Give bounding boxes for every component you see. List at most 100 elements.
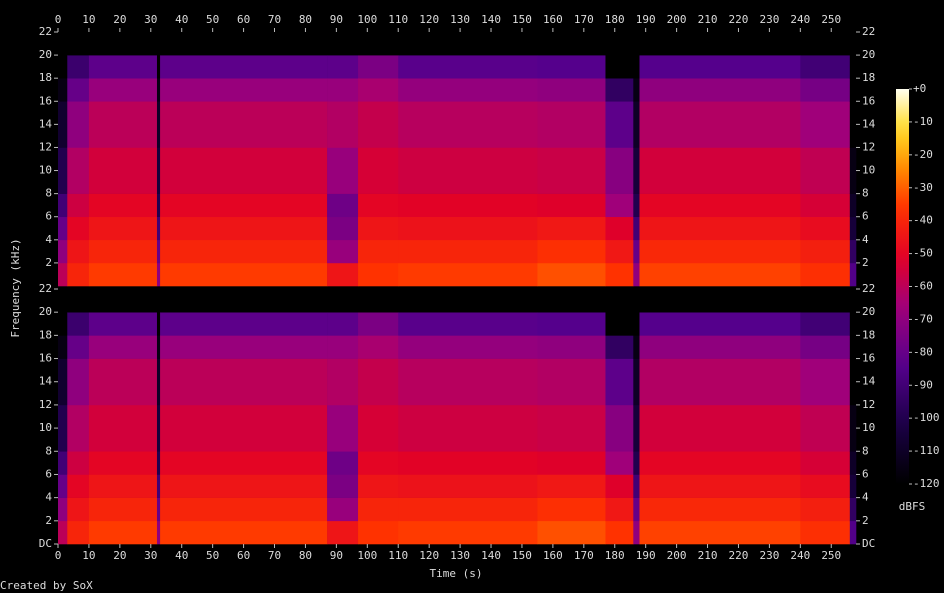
spectrogram-cell — [398, 216, 538, 241]
colorbar-tick-label: +0 — [913, 82, 926, 95]
y-tick-label: 20 — [862, 305, 875, 318]
spectrogram-cell — [88, 312, 158, 336]
spectrogram-cell — [160, 262, 328, 287]
spectrogram-cell — [537, 520, 606, 545]
y-tick-label: 20 — [39, 48, 52, 61]
spectrogram-cell — [156, 335, 161, 359]
spectrogram-cell — [800, 216, 851, 241]
spectrogram-cell — [160, 32, 328, 56]
spectrogram-cell — [358, 55, 399, 79]
spectrogram-cell — [639, 78, 801, 102]
y-tick-label: 22 — [39, 282, 52, 295]
spectrogram-cell — [633, 312, 640, 336]
spectrogram-cell — [88, 289, 158, 313]
spectrogram-cell — [327, 451, 359, 475]
spectrogram-cell — [639, 216, 801, 241]
y-tick-label: 14 — [39, 375, 53, 388]
x-tick-label: 10 — [82, 549, 95, 562]
spectrogram-cell — [633, 216, 640, 241]
spectrogram-cell — [849, 55, 857, 79]
spectrogram-cell — [156, 32, 161, 56]
spectrogram-cell — [327, 312, 359, 336]
spectrogram-cell — [67, 289, 90, 313]
spectrogram-cell — [358, 32, 399, 56]
y-tick-label: 18 — [862, 328, 875, 341]
spectrogram-cell — [398, 239, 538, 264]
spectrogram-cell — [800, 262, 851, 287]
spectrogram-cell — [327, 193, 359, 218]
spectrogram-cell — [160, 78, 328, 102]
spectrogram-cell — [398, 335, 538, 359]
spectrogram-cell — [633, 474, 640, 498]
spectrogram-cell — [327, 474, 359, 498]
spectrogram-cell — [633, 32, 640, 56]
spectrogram-cell — [849, 358, 857, 406]
spectrogram-cell — [88, 32, 158, 56]
spectrogram-cell — [67, 55, 90, 79]
spectrogram-cell — [800, 147, 851, 194]
x-tick-label: 90 — [330, 13, 343, 26]
colorbar-tick-label: -70 — [913, 312, 933, 325]
spectrogram-cell — [160, 55, 328, 79]
spectrogram-cell — [605, 216, 634, 241]
spectrogram-cell — [633, 262, 640, 287]
spectrogram-cell — [67, 216, 90, 241]
spectrogram-cell — [358, 78, 399, 102]
x-tick-label: 140 — [481, 13, 501, 26]
spectrogram-cell — [633, 451, 640, 475]
y-tick-label: 16 — [862, 352, 875, 365]
spectrogram-cell — [800, 451, 851, 475]
spectrogram-cell — [849, 335, 857, 359]
y-tick-label: 6 — [862, 467, 869, 480]
spectrogram-cell — [605, 312, 634, 336]
spectrogram-cell — [156, 520, 161, 545]
y-tick-label: 16 — [39, 94, 52, 107]
spectrogram-cell — [67, 335, 90, 359]
spectrogram-cell — [358, 312, 399, 336]
spectrogram-cell — [156, 404, 161, 452]
spectrogram-cell — [327, 289, 359, 313]
x-tick-label: 40 — [175, 549, 188, 562]
spectrogram-cell — [58, 78, 68, 102]
spectrogram-cell — [537, 474, 606, 498]
colorbar-tick-label: -110 — [913, 444, 940, 457]
spectrogram-cell — [849, 216, 857, 241]
spectrogram-cell — [88, 474, 158, 498]
spectrogram-cell — [800, 404, 851, 452]
spectrogram-cell — [358, 262, 399, 287]
spectrogram-cell — [849, 32, 857, 56]
y-tick-label: 6 — [862, 210, 869, 223]
x-tick-label: 230 — [759, 549, 779, 562]
spectrogram-cell — [639, 193, 801, 218]
colorbar-tick-label: -100 — [913, 411, 940, 424]
spectrogram-cell — [156, 216, 161, 241]
y-tick-label: 18 — [862, 71, 875, 84]
spectrogram-cell — [537, 147, 606, 194]
spectrogram-cell — [156, 78, 161, 102]
x-tick-label: 230 — [759, 13, 779, 26]
spectrogram-cell — [605, 474, 634, 498]
colorbar — [896, 89, 909, 484]
spectrogram-cell — [639, 451, 801, 475]
spectrogram-cell — [58, 193, 68, 218]
spectrogram-cell — [849, 404, 857, 452]
spectrogram-cell — [849, 193, 857, 218]
y-tick-label: 6 — [45, 467, 52, 480]
spectrogram-cell — [160, 358, 328, 406]
x-tick-label: 240 — [790, 13, 810, 26]
spectrogram-cell — [537, 216, 606, 241]
spectrogram-cell — [358, 101, 399, 148]
spectrogram-cell — [156, 55, 161, 79]
spectrogram-cell — [849, 451, 857, 475]
spectrogram-cell — [633, 239, 640, 264]
footer: Created by SoX — [0, 579, 93, 592]
x-tick-label: 180 — [605, 13, 625, 26]
colorbar-label: dBFS — [899, 500, 926, 513]
y-tick-label: 12 — [39, 398, 52, 411]
x-tick-label: 240 — [790, 549, 810, 562]
spectrogram-cell — [358, 520, 399, 545]
y-tick-label: 4 — [45, 233, 52, 246]
spectrogram-cell — [537, 289, 606, 313]
x-tick-label: 220 — [729, 549, 749, 562]
